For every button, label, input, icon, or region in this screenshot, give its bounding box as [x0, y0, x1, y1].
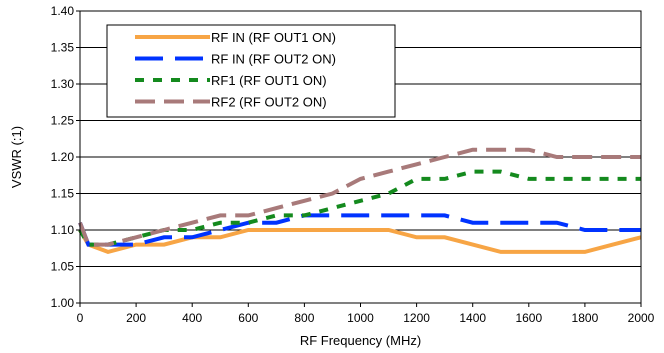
series-line-2: [78, 213, 641, 247]
y-tick-label: 1.20: [51, 150, 75, 164]
x-tick-label: 400: [182, 311, 202, 325]
y-tick-label: 1.30: [51, 77, 75, 91]
x-tick-label: 2000: [628, 311, 655, 325]
x-tick-label: 1000: [347, 311, 374, 325]
y-axis-title: VSWR (:1): [9, 126, 24, 188]
series-line-1: [78, 228, 642, 254]
y-axis-ticks: 1.00 1.05 1.10 1.15 1.20 1.25 1.30 1.35 1.40: [51, 4, 80, 310]
y-tick-label: 1.25: [51, 114, 75, 128]
y-tick-label: 1.10: [51, 223, 75, 237]
x-axis-title: RF Frequency (MHz): [300, 333, 421, 348]
legend: RF IN (RF OUT1 ON) RF IN (RF OUT2 ON) RF1 …: [106, 24, 396, 118]
y-tick-label: 1.15: [51, 187, 75, 201]
y-tick-label: 1.05: [51, 260, 75, 274]
y-tick-label: 1.40: [51, 4, 75, 18]
x-tick-label: 0: [77, 311, 84, 325]
x-tick-label: 800: [294, 311, 314, 325]
x-tick-label: 1600: [515, 311, 542, 325]
legend-label-4: RF2 (RF OUT2 ON): [211, 95, 327, 110]
legend-label-2: RF IN (RF OUT2 ON): [211, 52, 336, 67]
x-tick-label: 600: [238, 311, 258, 325]
series-line-3: [78, 169, 641, 247]
x-tick-label: 200: [126, 311, 146, 325]
x-tick-label: 1400: [459, 311, 486, 325]
legend-label-3: RF1 (RF OUT1 ON): [211, 73, 327, 88]
y-tick-label: 1.35: [51, 41, 75, 55]
x-tick-label: 1200: [403, 311, 430, 325]
x-tick-label: 1800: [572, 311, 599, 325]
legend-label-1: RF IN (RF OUT1 ON): [211, 30, 336, 45]
series-lines: [78, 147, 642, 254]
y-tick-label: 1.00: [51, 296, 75, 310]
x-axis-ticks: 0 200 400 600 800 1000 1200 1400 1600 1800 2000: [77, 303, 655, 325]
